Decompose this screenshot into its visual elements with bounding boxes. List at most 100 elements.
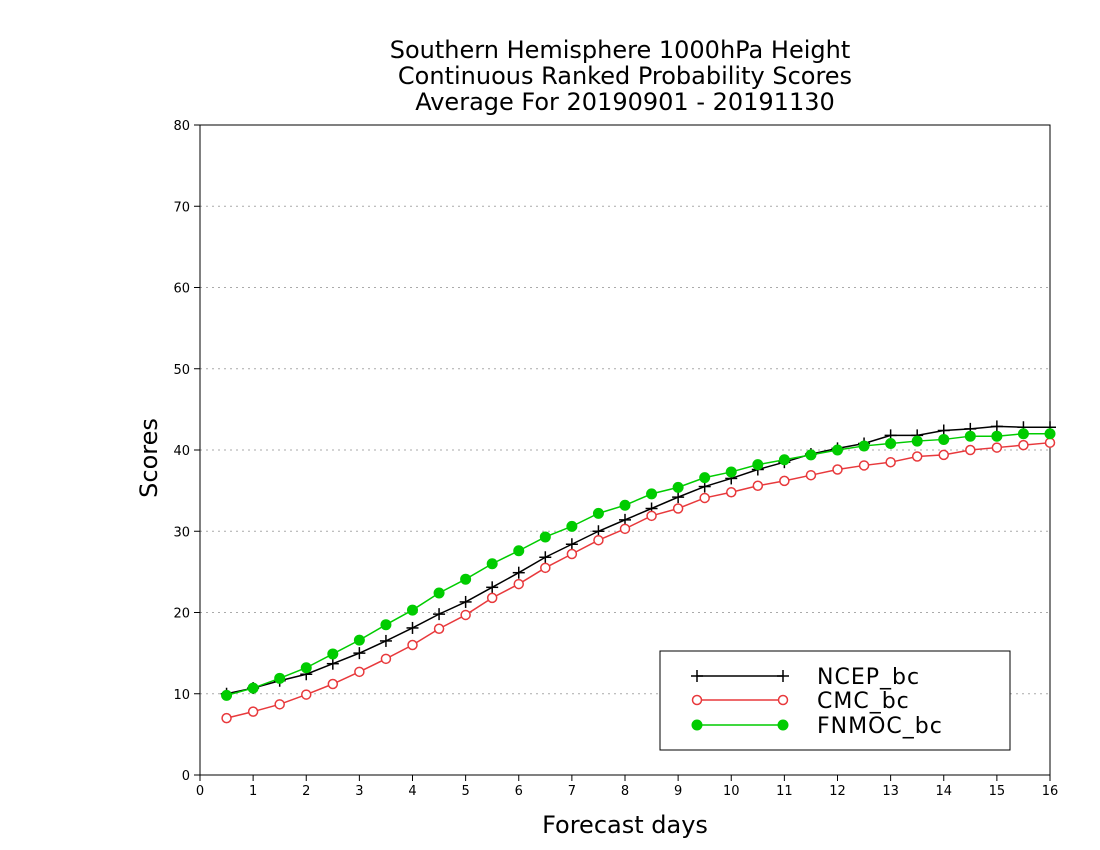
data-point-cmc-bc [327, 678, 339, 690]
data-point-fnmoc-bc [566, 520, 578, 532]
data-point-cmc-bc [805, 469, 817, 481]
data-point-fnmoc-bc [805, 449, 817, 461]
data-point-fnmoc-bc [433, 587, 445, 599]
data-point-cmc-bc [380, 653, 392, 665]
data-point-cmc-bc [354, 666, 365, 678]
x-tick-label: 3 [355, 784, 363, 799]
data-point-fnmoc-bc [911, 435, 923, 447]
data-point-fnmoc-bc [353, 634, 365, 646]
y-tick-label: 80 [173, 119, 190, 134]
legend-entry-cmc-bc: CMC_bc [691, 689, 910, 714]
y-tick-label: 60 [173, 282, 190, 297]
title-line-2: Continuous Ranked Probability Scores [398, 62, 852, 90]
title-line-1: Southern Hemisphere 1000hPa Height [390, 36, 850, 64]
x-tick-label: 9 [674, 784, 682, 799]
data-point-cmc-bc [460, 609, 471, 621]
data-point-fnmoc-bc [938, 433, 950, 445]
data-point-fnmoc-bc [1044, 428, 1056, 440]
x-tick-label: 10 [723, 784, 740, 799]
data-point-cmc-bc [699, 492, 710, 504]
data-point-cmc-bc [407, 639, 418, 651]
data-point-fnmoc-bc [964, 430, 976, 442]
data-point-ncep-bc [406, 621, 419, 634]
legend-entry-ncep-bc: NCEP_bc [691, 665, 920, 690]
x-tick-label: 0 [196, 784, 204, 799]
y-axis-title: Scores [135, 418, 163, 498]
legend-marker [691, 670, 703, 682]
data-point-cmc-bc [1018, 439, 1029, 451]
x-tick-label: 11 [776, 784, 793, 799]
x-tick-label: 15 [989, 784, 1006, 799]
data-point-cmc-bc [779, 475, 790, 487]
data-point-cmc-bc [911, 451, 923, 462]
legend-marker [777, 670, 789, 682]
data-point-cmc-bc [832, 464, 843, 475]
x-tick-label: 8 [621, 784, 629, 799]
data-point-cmc-bc [991, 442, 1003, 453]
y-tick-label: 30 [173, 525, 190, 540]
x-tick-label: 14 [935, 784, 952, 799]
data-point-fnmoc-bc [778, 454, 790, 466]
data-point-fnmoc-bc [460, 573, 472, 585]
data-point-cmc-bc [672, 503, 684, 514]
data-point-fnmoc-bc [885, 438, 897, 449]
data-point-cmc-bc [646, 510, 657, 522]
data-point-fnmoc-bc [513, 545, 525, 557]
data-point-ncep-bc [990, 420, 1003, 433]
legend-marker [777, 694, 789, 706]
x-axis-title: Forecast days [542, 811, 708, 839]
data-point-fnmoc-bc [407, 604, 418, 616]
data-point-fnmoc-bc [539, 531, 551, 543]
data-point-cmc-bc [619, 523, 631, 535]
data-point-fnmoc-bc [646, 488, 658, 500]
data-point-cmc-bc [247, 706, 259, 717]
series-cmc-bc [221, 437, 1056, 724]
data-point-fnmoc-bc [699, 472, 711, 484]
x-tick-label: 12 [829, 784, 846, 799]
legend-marker [777, 719, 789, 731]
legend-label: FNMOC_bc [817, 714, 943, 739]
data-point-fnmoc-bc [327, 648, 339, 660]
x-tick-label: 7 [568, 784, 576, 799]
data-point-fnmoc-bc [858, 440, 870, 452]
data-point-fnmoc-bc [247, 682, 259, 694]
data-point-ncep-bc [539, 551, 552, 564]
data-point-cmc-bc [965, 444, 976, 456]
legend-marker [691, 694, 703, 706]
y-tick-label: 10 [173, 688, 190, 703]
x-tick-label: 16 [1042, 784, 1059, 799]
data-point-fnmoc-bc [725, 466, 737, 478]
data-point-fnmoc-bc [486, 558, 498, 570]
y-tick-label: 0 [182, 769, 190, 784]
legend-label: CMC_bc [817, 689, 910, 714]
y-tick-label: 50 [173, 363, 190, 378]
data-point-cmc-bc [274, 699, 285, 710]
data-point-ncep-bc [486, 581, 499, 594]
data-point-cmc-bc [593, 534, 604, 546]
data-point-fnmoc-bc [274, 672, 286, 684]
x-tick-label: 6 [515, 784, 523, 799]
x-tick-label: 2 [302, 784, 310, 799]
chart-title: Southern Hemisphere 1000hPa Height Conti… [390, 36, 852, 116]
data-point-ncep-bc [326, 657, 339, 670]
data-point-ncep-bc [353, 647, 366, 660]
data-point-cmc-bc [221, 712, 232, 724]
legend-label: NCEP_bc [817, 665, 920, 690]
data-point-fnmoc-bc [752, 459, 764, 471]
data-point-cmc-bc [486, 592, 498, 604]
data-point-fnmoc-bc [991, 430, 1003, 442]
grid [200, 205, 1050, 695]
data-point-cmc-bc [433, 623, 445, 634]
data-point-fnmoc-bc [380, 619, 392, 631]
data-point-ncep-bc [433, 608, 446, 621]
data-point-cmc-bc [566, 548, 578, 560]
data-point-ncep-bc [672, 491, 685, 504]
data-point-fnmoc-bc [300, 662, 312, 674]
x-tick-label: 4 [408, 784, 416, 799]
data-point-fnmoc-bc [1017, 428, 1029, 440]
data-point-ncep-bc [459, 595, 472, 608]
